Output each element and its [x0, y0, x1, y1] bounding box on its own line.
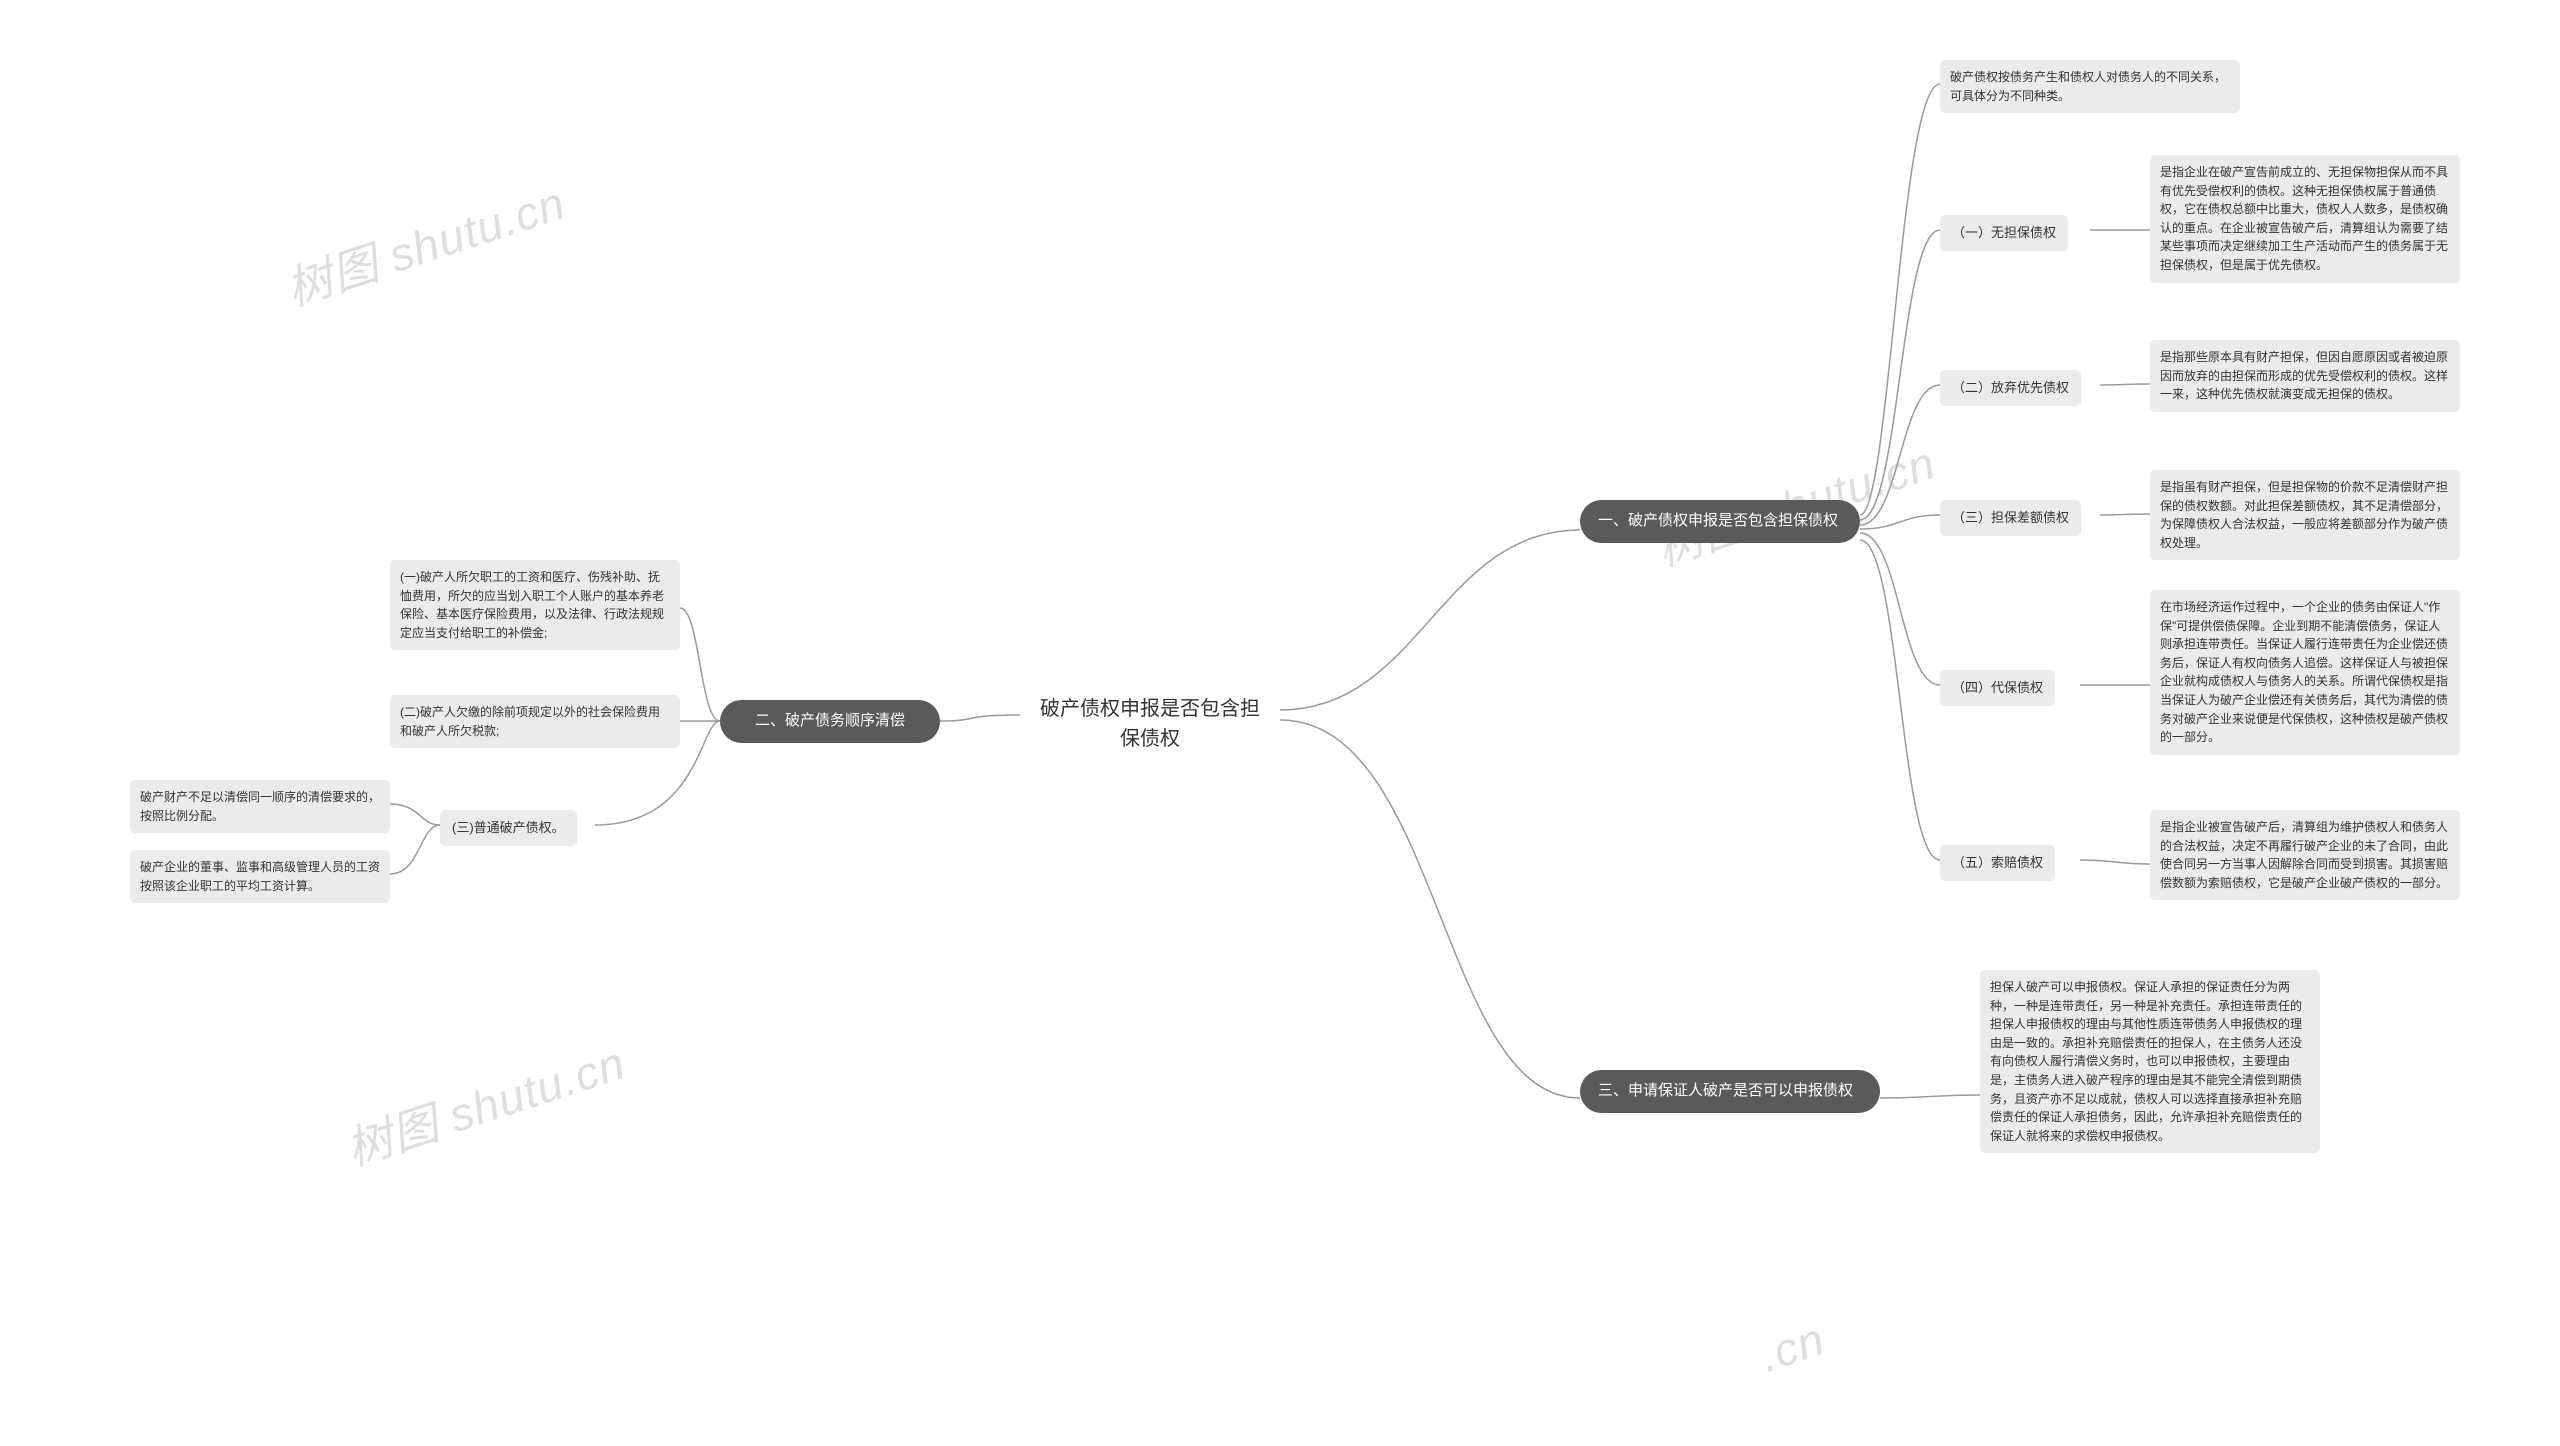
branch-1-item-1-label: （一）无担保债权 [1940, 215, 2068, 251]
branch-2-item-3-label: (三)普通破产债权。 [440, 810, 577, 846]
branch-1-item-4-desc: 在市场经济运作过程中，一个企业的债务由保证人"作保"可提供偿债保障。企业到期不能… [2150, 590, 2460, 755]
branch-1-intro: 破产债权按债务产生和债权人对债务人的不同关系，可具体分为不同种类。 [1940, 60, 2240, 113]
center-node: 破产债权申报是否包含担保债权 [1020, 680, 1280, 768]
branch-1-item-4-label: （四）代保债权 [1940, 670, 2055, 706]
branch-1-item-1-desc: 是指企业在破产宣告前成立的、无担保物担保从而不具有优先受偿权利的债权。这种无担保… [2150, 155, 2460, 283]
branch-2-item-3-desc-1: 破产财产不足以清偿同一顺序的清偿要求的，按照比例分配。 [130, 780, 390, 833]
branch-1-item-5-desc: 是指企业被宣告破产后，清算组为维护债权人和债务人的合法权益，决定不再履行破产企业… [2150, 810, 2460, 900]
watermark-3: 树图 shutu.cn [337, 1027, 633, 1179]
branch-2: 二、破产债务顺序清偿 [720, 700, 940, 743]
watermark-1: 树图 shutu.cn [277, 167, 573, 319]
branch-1: 一、破产债权申报是否包含担保债权 [1580, 500, 1860, 543]
branch-3: 三、申请保证人破产是否可以申报债权 [1580, 1070, 1880, 1113]
watermark-4: .cn [1753, 1311, 1831, 1382]
branch-1-item-2-desc: 是指那些原本具有财产担保，但因自愿原因或者被迫原因而放弃的由担保而形成的优先受偿… [2150, 340, 2460, 412]
branch-2-item-1: (一)破产人所欠职工的工资和医疗、伤残补助、抚恤费用，所欠的应当划入职工个人账户… [390, 560, 680, 650]
branch-3-desc: 担保人破产可以申报债权。保证人承担的保证责任分为两种，一种是连带责任，另一种是补… [1980, 970, 2320, 1153]
branch-1-item-3-label: （三）担保差额债权 [1940, 500, 2081, 536]
branch-1-item-2-label: （二）放弃优先债权 [1940, 370, 2081, 406]
branch-2-item-3-desc-2: 破产企业的董事、监事和高级管理人员的工资按照该企业职工的平均工资计算。 [130, 850, 390, 903]
branch-1-item-3-desc: 是指虽有财产担保，但是担保物的价款不足清偿财产担保的债权数额。对此担保差额债权，… [2150, 470, 2460, 560]
branch-2-item-2: (二)破产人欠缴的除前项规定以外的社会保险费用和破产人所欠税款; [390, 695, 680, 748]
branch-1-item-5-label: （五）索赔债权 [1940, 845, 2055, 881]
mindmap-canvas: 树图 shutu.cn 树图 shutu.cn 树图 shutu.cn .cn [0, 0, 2560, 1446]
